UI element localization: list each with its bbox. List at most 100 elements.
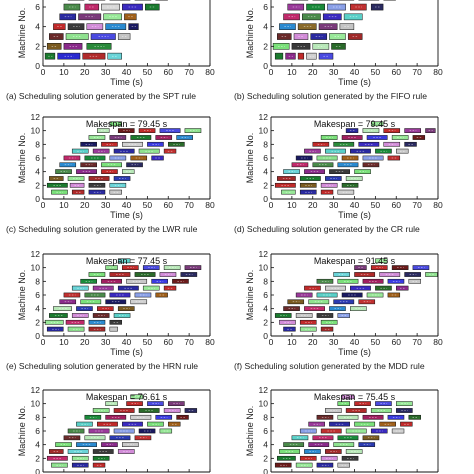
x-tick-label: 50 (371, 200, 381, 210)
x-tick-label: 80 (433, 200, 443, 210)
panel-caption: (f) Scheduling solution generated by the… (234, 361, 425, 371)
y-tick-label: 10 (259, 399, 269, 409)
task-bar (184, 128, 202, 133)
y-tick-label: 6 (35, 2, 40, 12)
x-tick-label: 60 (392, 67, 402, 77)
task-bar (345, 128, 359, 133)
task-bar (49, 33, 64, 40)
task-bars (46, 394, 198, 468)
task-bar (184, 408, 198, 413)
task-bar (370, 3, 384, 11)
x-tick-label: 0 (269, 337, 274, 347)
task-bar (329, 33, 346, 40)
task-bar (67, 326, 85, 332)
task-bar (117, 258, 131, 264)
task-bar (281, 189, 296, 195)
task-bar (67, 23, 85, 30)
task-bar (84, 3, 100, 11)
y-tick-label: 4 (35, 440, 40, 450)
task-bar (277, 33, 292, 40)
y-tick-label: 2 (263, 317, 268, 327)
x-tick-label: 10 (59, 337, 69, 347)
task-bar (400, 421, 413, 427)
task-bar (155, 292, 168, 298)
y-tick-label: 8 (263, 139, 268, 149)
y-tick-label: 8 (35, 139, 40, 149)
task-bar (109, 121, 122, 127)
task-bar (329, 306, 346, 311)
y-tick-label: 10 (31, 399, 41, 409)
y-axis-label: Machine No. (17, 133, 27, 184)
y-tick-label: 8 (35, 276, 40, 286)
task-bar (97, 128, 110, 133)
y-tick-label: 6 (35, 426, 40, 436)
x-tick-label: 40 (122, 337, 132, 347)
task-bar (159, 428, 173, 434)
y-axis-label: Machine No. (17, 270, 27, 321)
x-tick-label: 80 (205, 200, 215, 210)
y-tick-label: 8 (263, 412, 268, 422)
task-bar (408, 278, 421, 284)
y-tick-label: 4 (263, 304, 268, 314)
makespan-label: Makespan = 77.45 s (86, 256, 168, 266)
task-bars (274, 394, 421, 468)
y-tick-label: 12 (259, 385, 269, 395)
x-tick-label: 30 (329, 200, 339, 210)
x-axis-label: Time (s) (110, 77, 143, 87)
x-tick-label: 20 (308, 337, 318, 347)
y-axis-label: Machine No. (245, 8, 255, 59)
task-bar (345, 176, 363, 181)
x-tick-label: 0 (269, 67, 274, 77)
task-bar (67, 176, 85, 181)
y-axis-label: Machine No. (245, 133, 255, 184)
x-axis-label: Time (s) (338, 77, 371, 87)
x-axis-label: Time (s) (110, 210, 143, 220)
x-tick-label: 20 (80, 200, 90, 210)
y-tick-label: 2 (35, 453, 40, 463)
y-tick-label: 0 (263, 61, 268, 71)
task-bar (109, 326, 118, 332)
task-bar (53, 23, 66, 30)
x-tick-label: 60 (164, 200, 174, 210)
gantt-panel-8: 01020304050607080024681012Machine No.Mak… (245, 385, 443, 474)
x-tick-label: 0 (41, 200, 46, 210)
y-axis-label: Machine No. (17, 8, 27, 59)
task-bar (375, 258, 388, 264)
x-tick-label: 10 (59, 200, 69, 210)
task-bar (176, 414, 189, 420)
task-bar (90, 33, 116, 40)
x-tick-label: 80 (205, 337, 215, 347)
task-bar (339, 23, 355, 30)
y-tick-label: 0 (35, 61, 40, 71)
task-bar (92, 462, 106, 468)
x-tick-label: 40 (350, 337, 360, 347)
y-tick-label: 0 (263, 331, 268, 341)
x-tick-label: 50 (143, 337, 153, 347)
x-tick-label: 40 (350, 200, 360, 210)
y-tick-label: 12 (259, 112, 269, 122)
y-tick-label: 4 (263, 440, 268, 450)
task-bars (44, 0, 168, 60)
task-bar (337, 462, 350, 468)
task-bar (128, 23, 139, 30)
x-tick-label: 70 (412, 200, 422, 210)
x-tick-label: 0 (41, 337, 46, 347)
task-bar (168, 421, 181, 427)
y-tick-label: 2 (263, 41, 268, 51)
task-bar (44, 52, 56, 60)
y-axis-label: Machine No. (245, 270, 255, 321)
makespan-label: Makespan = 76.61 s (86, 392, 168, 402)
task-bar (412, 135, 426, 140)
x-tick-label: 40 (122, 67, 132, 77)
task-bar (320, 326, 334, 332)
task-bars (44, 258, 202, 332)
y-tick-label: 6 (263, 2, 268, 12)
y-tick-label: 4 (35, 167, 40, 177)
task-bar (337, 401, 350, 406)
task-bar (425, 128, 436, 133)
task-bar (318, 52, 334, 60)
y-tick-label: 6 (35, 153, 40, 163)
x-tick-label: 20 (308, 67, 318, 77)
task-bar (184, 265, 202, 270)
